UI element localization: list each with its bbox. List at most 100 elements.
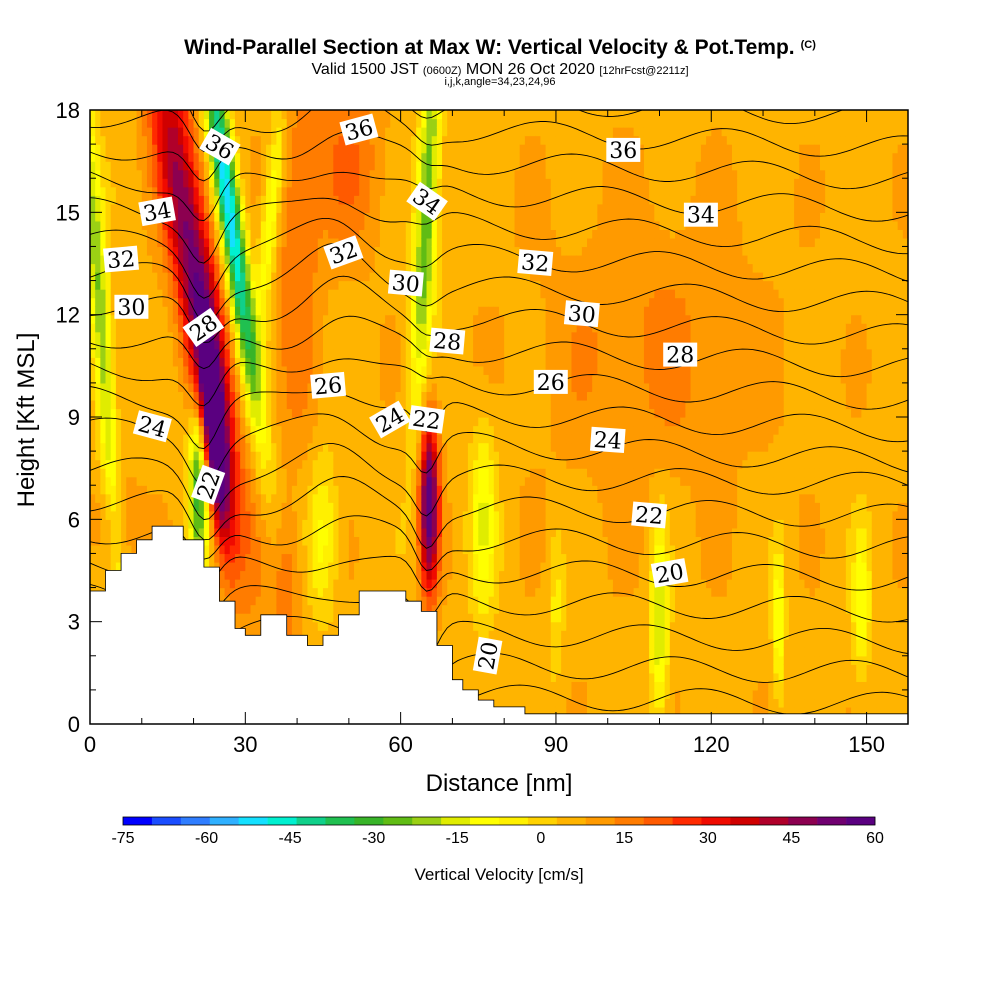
heat-cell: [286, 314, 293, 324]
heat-cell: [442, 186, 448, 196]
heat-cell: [302, 110, 309, 120]
heat-cell: [379, 365, 386, 375]
heat-cell: [416, 254, 422, 265]
heat-cell: [343, 519, 350, 529]
heat-cell: [234, 604, 241, 614]
heat-cell: [317, 434, 324, 444]
heat-cell: [136, 144, 143, 154]
heat-cell: [110, 161, 117, 171]
heat-cell: [317, 459, 324, 469]
heat-cell: [442, 399, 448, 410]
heat-cell: [343, 510, 350, 520]
heat-cell: [343, 374, 350, 384]
heat-cell: [146, 374, 153, 384]
heat-cell: [266, 357, 272, 367]
heat-cell: [266, 280, 272, 290]
heat-cell: [312, 203, 319, 213]
heat-cell: [400, 246, 407, 256]
heat-cell: [162, 144, 169, 154]
heat-cell: [266, 587, 272, 597]
heat-cell: [105, 561, 112, 572]
heat-cell: [302, 442, 309, 452]
heat-cell: [333, 493, 340, 503]
heat-cell: [374, 459, 381, 469]
heat-cell: [203, 502, 210, 512]
heat-cell: [224, 434, 231, 444]
heat-cell: [193, 399, 200, 410]
heat-cell: [229, 297, 236, 307]
heat-cell: [302, 510, 309, 520]
heat-cell: [250, 434, 257, 444]
heat-cell: [229, 272, 236, 282]
heat-cell: [136, 485, 143, 495]
heat-cell: [245, 365, 252, 375]
heat-cell: [379, 485, 386, 495]
heat-cell: [146, 468, 153, 478]
heat-cell: [442, 527, 448, 537]
heat-cell: [214, 561, 221, 572]
heat-cell: [126, 425, 133, 435]
heat-cell: [322, 442, 329, 452]
heat-cell: [416, 468, 422, 478]
heat-cell: [312, 408, 319, 418]
heat-cell: [95, 468, 101, 478]
heat-cell: [198, 391, 205, 401]
heat-cell: [369, 178, 376, 188]
heat-cell: [390, 357, 397, 367]
heat-cell: [198, 186, 205, 196]
heat-cell: [100, 127, 107, 137]
heat-cell: [390, 220, 397, 230]
heat-cell: [291, 485, 298, 495]
heat-cell: [229, 323, 236, 333]
heat-cell: [447, 553, 454, 563]
heat-cell: [183, 246, 189, 256]
heat-cell: [395, 237, 402, 248]
heat-cell: [436, 135, 443, 145]
heat-cell: [281, 323, 288, 333]
heat-cell: [385, 357, 391, 367]
heat-cell: [281, 485, 288, 495]
heat-cell: [426, 382, 433, 393]
heat-cell: [172, 417, 179, 427]
heat-cell: [255, 135, 262, 145]
heat-cell: [167, 468, 174, 478]
heat-cell: [115, 442, 122, 452]
heat-cell: [390, 391, 397, 401]
heat-cell: [364, 365, 371, 375]
heat-cell: [343, 280, 350, 290]
heat-cell: [297, 272, 303, 282]
heat-cell: [250, 485, 257, 495]
heat-cell: [188, 272, 195, 282]
heat-cell: [209, 195, 215, 205]
heat-cell: [115, 272, 122, 282]
heat-cell: [312, 621, 319, 631]
heat-cell: [421, 161, 428, 171]
heat-cell: [203, 203, 210, 213]
heat-cell: [338, 229, 345, 239]
heat-cell: [188, 212, 195, 222]
heat-cell: [364, 442, 371, 452]
heat-cell: [271, 161, 277, 171]
heat-cell: [167, 161, 174, 171]
heat-cell: [442, 553, 448, 563]
heat-cell: [405, 459, 412, 469]
heat-cell: [240, 178, 246, 188]
heat-cell: [410, 178, 417, 188]
heat-cell: [260, 485, 267, 495]
heat-cell: [297, 186, 303, 196]
heat-cell: [421, 289, 428, 299]
heat-cell: [126, 272, 133, 282]
heat-cell: [90, 468, 96, 478]
heat-cell: [431, 493, 438, 503]
chart-subtitle: Valid 1500 JST (0600Z) MON 26 Oct 2020 […: [0, 61, 1000, 79]
heat-cell: [338, 178, 345, 188]
heat-cell: [245, 527, 252, 537]
heat-cell: [322, 596, 329, 606]
heat-cell: [442, 323, 448, 333]
heat-cell: [416, 365, 422, 375]
heat-cell: [105, 434, 112, 444]
heat-cell: [379, 289, 386, 299]
heat-cell: [317, 417, 324, 427]
heat-cell: [328, 212, 334, 222]
heat-cell: [105, 144, 112, 154]
